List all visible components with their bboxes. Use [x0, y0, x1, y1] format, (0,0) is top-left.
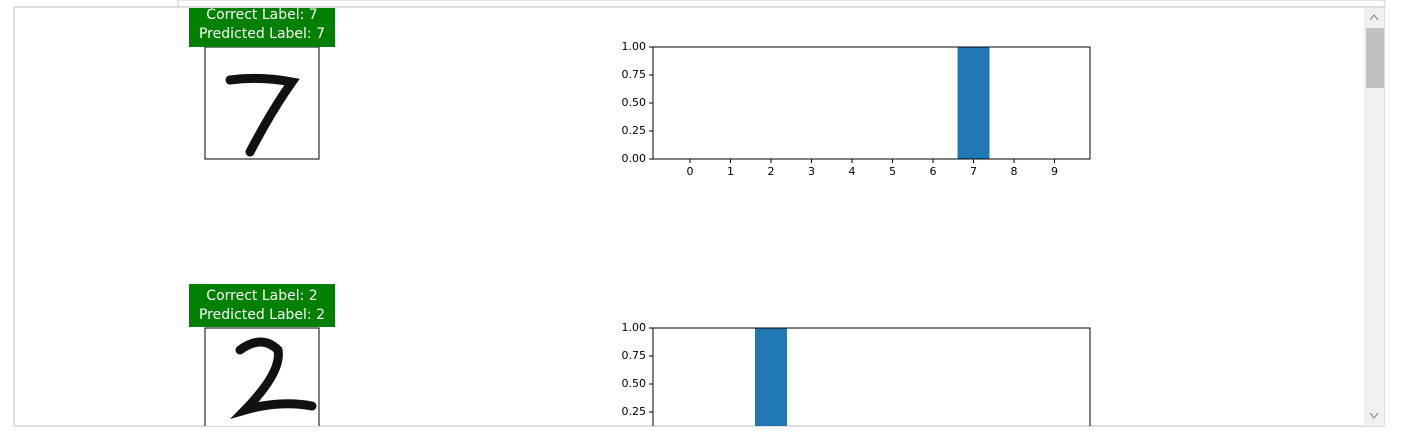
predicted-label: Predicted Label: 2: [199, 307, 325, 323]
y-tick-label: 0.25: [622, 124, 647, 137]
scroll-down[interactable]: [1369, 412, 1379, 419]
y-tick-label: 1.00: [622, 40, 647, 53]
y-tick-label: 0.25: [622, 405, 647, 418]
plot-frame: [652, 327, 1091, 426]
label-box: [189, 8, 335, 47]
y-tick-label: 0.75: [622, 349, 647, 362]
x-tick-label: 5: [889, 165, 896, 178]
y-tick-label: 0.75: [622, 68, 647, 81]
y-tick-label: 0.50: [622, 96, 647, 109]
y-tick-label: 1.00: [622, 321, 647, 334]
plot-frame: [652, 46, 1091, 160]
digit-image: [204, 327, 320, 426]
scroll-thumb[interactable]: [1366, 28, 1384, 88]
toolbar: [177, 0, 1386, 8]
x-tick-label: 9: [1051, 165, 1058, 178]
scrollbar[interactable]: [1364, 8, 1384, 426]
label-box: [189, 284, 335, 327]
output-area: Correct Label: 7 Predicted Label: 7 Corr…: [189, 7, 1091, 426]
x-tick-label: 2: [768, 165, 775, 178]
y-tick-label: 0.50: [622, 377, 647, 390]
bar: [957, 47, 990, 159]
correct-label: Correct Label: 2: [206, 288, 317, 304]
digit-image: [204, 46, 320, 160]
x-tick-label: 4: [849, 165, 856, 178]
bar: [755, 328, 787, 426]
x-tick-label: 3: [808, 165, 815, 178]
x-tick-label: 6: [930, 165, 937, 178]
x-tick-label: 7: [970, 165, 977, 178]
x-tick-label: 0: [687, 165, 694, 178]
scroll-up[interactable]: [1369, 14, 1379, 21]
x-tick-label: 8: [1011, 165, 1018, 178]
y-tick-label: 0.00: [622, 152, 647, 165]
predicted-label: Predicted Label: 7: [199, 26, 325, 42]
correct-label: Correct Label: 7: [206, 7, 317, 23]
x-tick-label: 1: [727, 165, 734, 178]
